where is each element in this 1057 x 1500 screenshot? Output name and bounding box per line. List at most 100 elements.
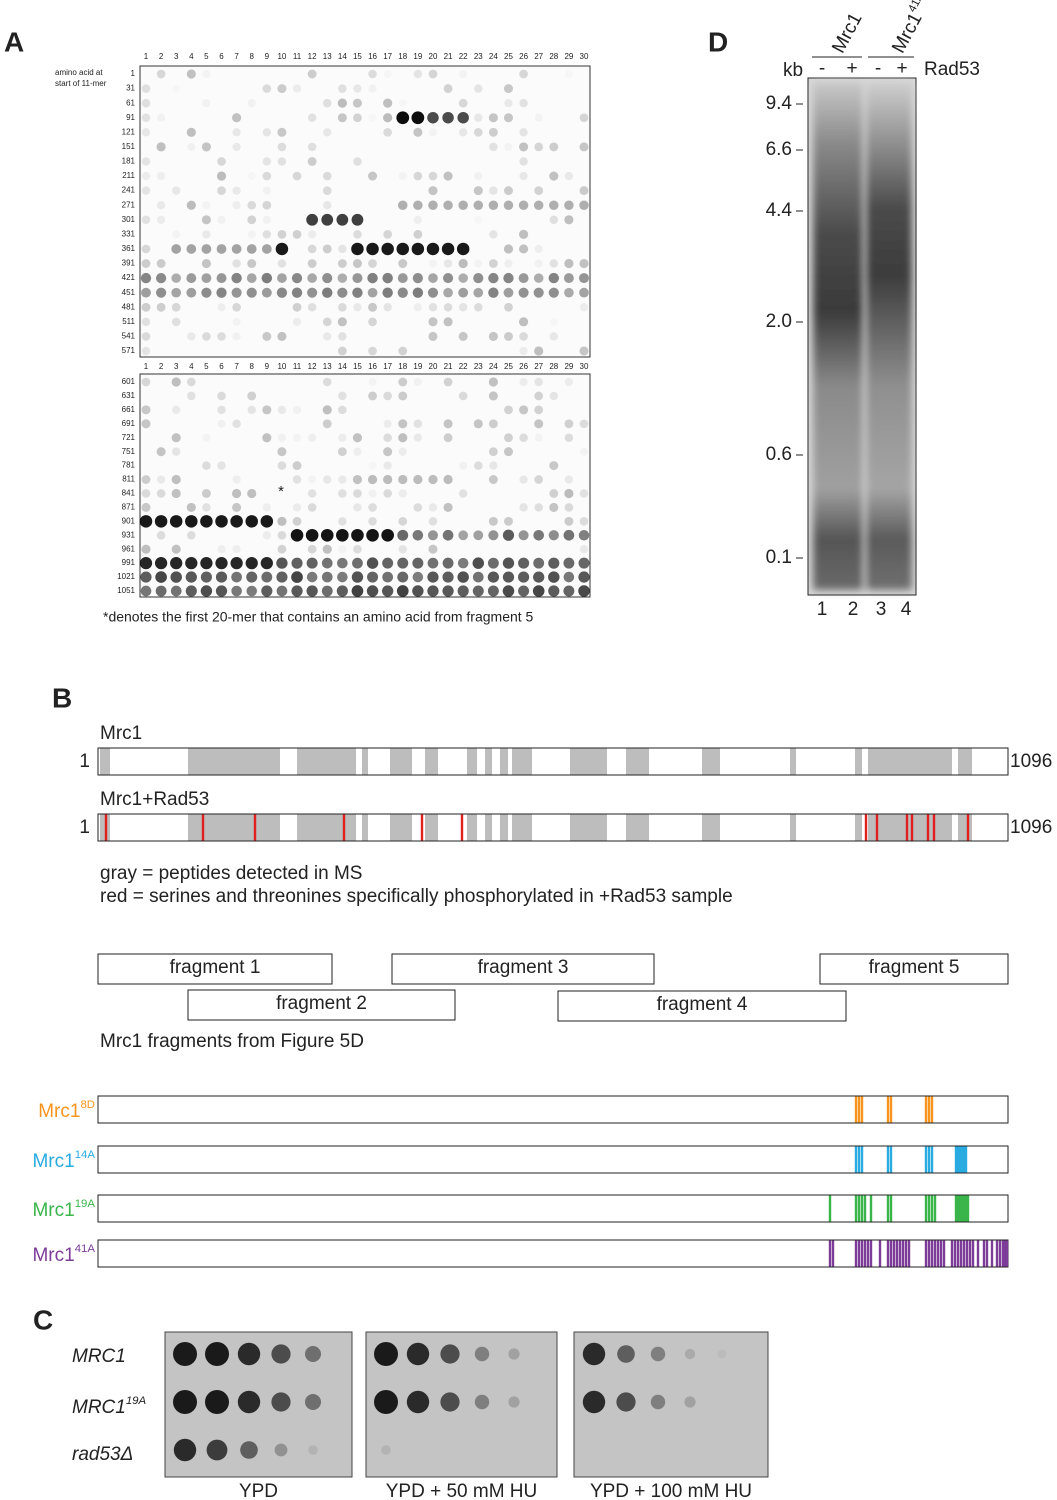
peptide-spot <box>141 98 151 108</box>
peptide-spot <box>141 317 151 327</box>
peptide-spot <box>504 516 513 526</box>
peptide-spot <box>474 171 483 181</box>
mutation-site <box>895 1240 899 1267</box>
yeast-spot <box>717 1349 727 1359</box>
peptide-spot <box>578 571 590 583</box>
column-number: 10 <box>277 52 286 61</box>
peptide-spot <box>504 98 513 108</box>
peptide-spot <box>503 186 513 196</box>
phospho-site <box>420 814 424 841</box>
peptide-spot <box>200 585 213 597</box>
peptide-spot <box>368 517 377 526</box>
peptide-spot <box>338 545 346 553</box>
peptide-spot <box>398 433 408 443</box>
peptide-spot <box>292 461 302 471</box>
peptide-spot <box>533 200 544 210</box>
column-number: 18 <box>398 52 407 61</box>
peptide-spot <box>262 331 272 341</box>
column-number: 23 <box>474 52 483 61</box>
peptide-spot <box>564 516 574 526</box>
peptide-spot <box>472 557 485 569</box>
caption: *denotes the first 20-mer that contains … <box>103 609 534 625</box>
detected-peptide <box>512 748 532 775</box>
peptide-spot <box>217 215 226 224</box>
peptide-spot <box>308 433 317 442</box>
peptide-spot <box>336 585 348 597</box>
peptide-spot <box>548 272 559 284</box>
column-number: 15 <box>353 52 362 61</box>
peptide-spot <box>473 127 483 137</box>
peptide-spot <box>217 157 226 166</box>
peptide-spot <box>518 287 529 298</box>
peptide-spot <box>396 111 410 125</box>
peptide-spot <box>307 273 317 283</box>
peptide-spot <box>564 215 574 225</box>
peptide-spot <box>351 528 364 542</box>
legend-text: red = serines and threonines specificall… <box>100 886 733 907</box>
peptide-spot <box>306 213 319 226</box>
mutation-site <box>962 1146 966 1173</box>
peptide-spot <box>368 317 377 327</box>
peptide-spot <box>519 405 529 415</box>
peptide-spot <box>472 585 484 597</box>
peptide-spot <box>216 171 227 181</box>
peptide-spot <box>382 272 393 284</box>
peptide-spot <box>518 530 529 541</box>
peptide-spot <box>321 585 333 597</box>
peptide-spot <box>502 585 515 597</box>
mutation-site <box>962 1195 966 1222</box>
peptide-spot <box>323 475 332 484</box>
mutation-site <box>907 1240 911 1267</box>
mutation-site <box>904 1240 908 1267</box>
mutation-site <box>886 1096 890 1123</box>
peptide-spot <box>171 273 181 283</box>
peptide-spot <box>518 317 529 327</box>
peptide-spot <box>367 272 378 284</box>
peptide-spot <box>202 230 211 239</box>
peptide-spot <box>443 433 453 443</box>
peptide-spot <box>488 447 498 457</box>
peptide-spot <box>171 433 181 443</box>
peptide-spot <box>579 303 589 312</box>
peptide-spot <box>185 571 197 583</box>
column-number: 8 <box>249 52 254 61</box>
peptide-spot <box>427 111 439 124</box>
peptide-spot <box>533 557 545 569</box>
peptide-spot <box>246 287 257 298</box>
peptide-spot <box>443 302 453 312</box>
mutation-site <box>956 1195 960 1222</box>
mutation-site <box>939 1240 943 1267</box>
peptide-spot <box>548 287 559 298</box>
column-number: 16 <box>368 52 377 61</box>
peptide-spot <box>323 200 332 210</box>
row-label: 961 <box>122 544 136 553</box>
peptide-spot <box>260 557 273 570</box>
peptide-spot <box>307 287 318 298</box>
header-text: start of 11-mer <box>55 79 107 88</box>
peptide-spot <box>171 302 181 312</box>
peptide-spot <box>443 317 453 327</box>
peptide-spot <box>457 111 469 124</box>
peptide-spot <box>383 461 392 470</box>
peptide-spot <box>533 273 544 283</box>
peptide-spot <box>368 171 378 181</box>
column-number: 11 <box>293 52 302 61</box>
treatment-label: Rad53 <box>924 59 980 80</box>
marker: * <box>278 483 284 500</box>
peptide-spot <box>412 273 423 284</box>
mutation-site <box>942 1240 946 1267</box>
yeast-spot <box>173 1390 197 1414</box>
column-number: 3 <box>174 362 179 371</box>
peptide-spot <box>534 405 544 415</box>
peptide-spot <box>337 98 347 108</box>
peptide-spot <box>412 529 424 541</box>
peptide-spot <box>504 331 513 341</box>
mutation-site <box>924 1146 928 1173</box>
phospho-site <box>875 814 879 841</box>
peptide-spot <box>383 447 393 457</box>
peptide-spot <box>443 84 453 93</box>
peptide-spot <box>549 332 558 341</box>
detected-peptide <box>362 748 368 775</box>
peptide-spot <box>261 571 273 583</box>
peptide-spot <box>155 272 167 284</box>
